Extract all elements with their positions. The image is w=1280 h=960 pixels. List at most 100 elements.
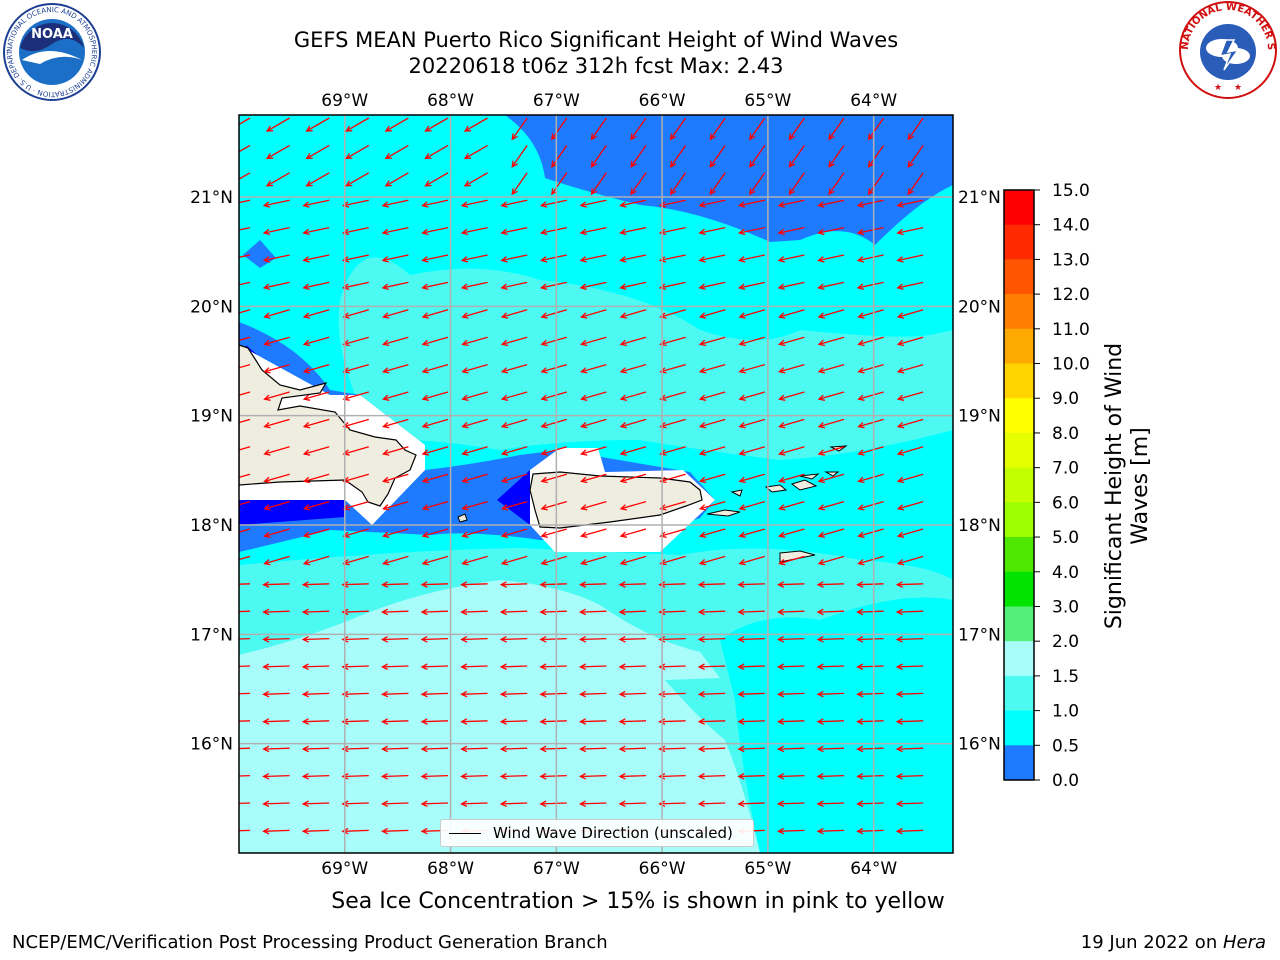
wave-arrow: [590, 172, 607, 196]
colorbar-segment: [1004, 224, 1034, 260]
wave-arrow: [460, 254, 488, 263]
wave-arrow: [342, 500, 369, 511]
wave-arrow: [828, 145, 845, 168]
wave-arrow: [618, 745, 647, 753]
colorbar-segment: [1004, 675, 1034, 712]
wave-arrow: [384, 117, 409, 132]
wave-arrow: [239, 418, 251, 424]
graticule: [239, 115, 953, 853]
lat-label-right: 17°N: [958, 625, 1001, 645]
wave-arrow: [817, 281, 845, 290]
wave-arrow: [896, 254, 924, 263]
wave-arrow: [697, 718, 726, 725]
wave-arrow: [539, 690, 567, 698]
wave-arrow: [788, 117, 805, 141]
wave-arrow: [301, 663, 330, 671]
wave-arrow: [580, 309, 607, 319]
wave-arrow: [659, 555, 686, 566]
wave-arrow: [239, 774, 251, 777]
wave-arrow: [817, 336, 845, 347]
region-se-1-1.5m: [720, 597, 953, 853]
wave-arrow: [580, 446, 607, 456]
land-st-croix: [779, 550, 816, 563]
wave-arrow: [590, 117, 607, 141]
lat-label-left: 16°N: [190, 735, 233, 755]
wave-arrow: [539, 718, 567, 725]
wave-arrow: [420, 690, 449, 698]
wave-arrow: [856, 827, 884, 835]
wave-arrow: [302, 500, 330, 511]
wave-arrow: [380, 800, 409, 808]
wave-arrow: [896, 363, 924, 374]
noaa-logo-text: NOAA: [31, 27, 73, 42]
wave-arrow: [421, 309, 449, 319]
lon-label-bottom: 64°W: [850, 859, 897, 879]
wave-arrow: [262, 663, 290, 671]
wave-arrow: [778, 418, 805, 429]
wave-arrow: [500, 446, 528, 456]
wave-arrow: [463, 117, 488, 132]
wave-arrow: [828, 117, 845, 141]
wave-arrow: [302, 446, 330, 456]
wave-arrow: [816, 663, 845, 671]
lat-label-left: 17°N: [190, 625, 233, 645]
wave-arrow: [776, 608, 805, 616]
wave-arrow: [342, 363, 369, 374]
wave-arrow: [263, 555, 290, 566]
lon-label-bottom: 67°W: [533, 859, 580, 879]
wave-arrow: [709, 117, 726, 141]
colorbar: 15.0 14.0 13.0 12.0 11.0 10.0 9.0 8.0 7.0 6.0 5.0 4…: [1003, 181, 1090, 791]
footer-date: 19 Jun 2022 on Hera: [1081, 932, 1266, 953]
wave-arrow: [342, 528, 369, 538]
lon-label-bottom: 66°W: [639, 859, 686, 879]
wave-arrow: [262, 773, 290, 780]
wave-arrow: [907, 145, 924, 168]
wave-arrow: [776, 827, 805, 835]
wave-arrow: [817, 418, 845, 429]
wave-arrow: [421, 473, 449, 484]
wave-arrow: [895, 773, 924, 780]
wave-arrow: [630, 172, 647, 196]
wave-arrow: [302, 254, 330, 263]
wave-arrow: [580, 418, 607, 429]
wave-arrow: [461, 336, 488, 347]
wave-arrow: [738, 391, 765, 401]
wave-arrow: [539, 773, 567, 780]
lat-label-right: 21°N: [958, 188, 1001, 208]
wave-arrow: [619, 418, 647, 429]
wave-arrow: [658, 745, 686, 753]
wave-arrow: [737, 636, 765, 643]
colorbar-segment: [1004, 502, 1034, 538]
wave-arrow: [857, 555, 884, 566]
wave-arrow: [698, 336, 726, 347]
wave-arrow: [857, 336, 884, 347]
wave-arrow: [895, 663, 924, 671]
map-frame: [238, 114, 954, 854]
wave-arrow: [460, 199, 488, 208]
wave-arrow: [301, 827, 330, 835]
colorbar-tick-label: 0.0: [1052, 771, 1079, 791]
wave-arrow: [737, 690, 765, 698]
wave-arrow: [778, 528, 805, 538]
wave-arrow: [262, 827, 290, 835]
wave-arrow: [896, 199, 924, 208]
land-puerto-rico: [529, 471, 703, 529]
wave-arrow: [896, 226, 924, 236]
colorbar-segment: [1004, 432, 1034, 469]
wave-arrow: [421, 528, 449, 538]
region-central-1.5-2m: [338, 257, 953, 460]
wave-arrow: [776, 663, 805, 671]
wave-arrow: [738, 363, 765, 374]
wave-arrow: [382, 446, 409, 456]
wave-arrow: [659, 473, 686, 484]
colorbar-segment: [1004, 259, 1034, 295]
wave-arrow: [301, 800, 330, 808]
wave-arrow: [630, 117, 647, 141]
wave-arrow: [776, 800, 805, 808]
wave-arrow: [421, 500, 449, 511]
region-north-0.5-1m: [505, 115, 953, 245]
wave-arrow: [384, 144, 409, 160]
wave-arrow: [896, 336, 924, 347]
wave-arrow: [239, 309, 251, 314]
wave-arrow: [380, 663, 409, 671]
